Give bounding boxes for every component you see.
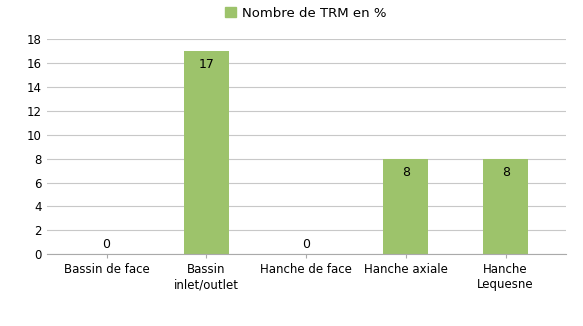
Text: 0: 0 — [103, 238, 111, 251]
Text: 8: 8 — [402, 166, 410, 179]
Bar — [184, 51, 229, 254]
Text: 8: 8 — [501, 166, 510, 179]
Text: 0: 0 — [302, 238, 310, 251]
Legend: Nombre de TRM en %: Nombre de TRM en % — [225, 7, 387, 20]
Bar — [384, 159, 429, 254]
Text: 17: 17 — [198, 58, 214, 71]
Bar — [483, 159, 528, 254]
